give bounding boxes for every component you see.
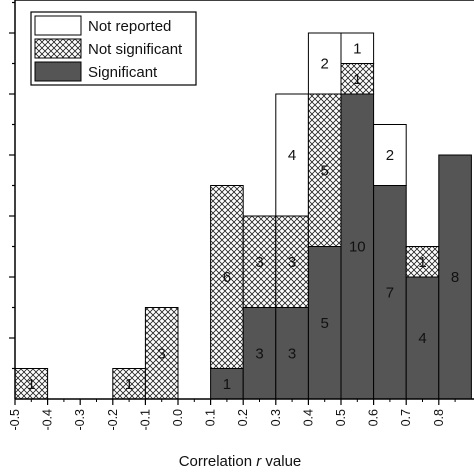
legend-label: Not reported (88, 18, 171, 35)
bar-segment-label: 3 (158, 345, 166, 362)
legend-label: Not significant (88, 41, 183, 58)
bar-segment-label: 2 (386, 147, 394, 164)
bar-segment-label: 1 (125, 376, 133, 393)
bar-segment-label: 5 (321, 315, 329, 332)
x-axis-title-pre: Correlation (179, 453, 257, 470)
bar-segment-not-significant (144, 307, 179, 400)
bar-segment-label: 3 (288, 345, 296, 362)
legend-swatch-not-significant (34, 38, 82, 59)
x-tick-label: -0.1 (138, 409, 152, 431)
x-axis-title-var: r (256, 453, 262, 470)
bar-segment-not-significant (242, 215, 277, 308)
bar-segment-label: 3 (255, 254, 263, 271)
bar-segment-label: 1 (353, 71, 361, 88)
bar-segment-label: 6 (223, 269, 231, 286)
axes-layer: -0.5 -0.4 -0.3 -0.2 -0.1 0.0 0.1 0.2 0.3 0.4 0.5 0.… (8, 0, 474, 431)
bar-segment-label: 3 (255, 345, 263, 362)
bar-segment-label: 4 (288, 147, 296, 164)
bar-segment-label: 10 (349, 239, 366, 256)
bar-segment-label: 1 (223, 376, 231, 393)
x-tick-label: -0.2 (106, 409, 120, 431)
bar-segment-not-reported (307, 32, 342, 95)
bar-segment-not-significant (275, 215, 309, 308)
bar-segment-label: 2 (321, 56, 329, 73)
legend: Not reported Not significant Significant (30, 11, 197, 86)
bars-layer: 1 1 3 1 6 3 3 3 3 4 5 5 2 10 1 1 7 2 4 1 8 (14, 32, 472, 400)
bar-segment-label: 8 (451, 269, 459, 286)
bar-segment-label: 1 (418, 254, 426, 271)
legend-swatch-significant (34, 61, 82, 82)
bar-segment-not-significant (307, 93, 342, 247)
bar-segment-label: 1 (353, 40, 361, 57)
x-axis-title-post: value (261, 453, 301, 470)
bar-segment-not-significant (112, 368, 146, 400)
bar-segment-label: 3 (288, 254, 296, 271)
x-tick-label: 0.0 (171, 409, 185, 426)
bar-segment-not-reported (373, 124, 407, 186)
bar-segment-label: 7 (386, 284, 394, 301)
x-axis-title: Correlation r value (179, 453, 302, 470)
x-tick-label: -0.5 (8, 409, 22, 431)
x-tick-label: 0.4 (301, 409, 315, 426)
bar-segment-label: 5 (321, 162, 329, 179)
x-tick-label: 0.5 (334, 409, 348, 426)
legend-label: Significant (88, 64, 158, 81)
bar-segment-not-reported (275, 93, 309, 217)
bar-segment-significant (438, 154, 472, 400)
x-tick-label: 0.6 (367, 409, 381, 426)
x-tick-label: 0.3 (269, 409, 283, 426)
legend-swatch-not-reported (34, 15, 82, 36)
bar-segment-significant (405, 276, 440, 400)
bar-segment-not-significant (210, 185, 244, 369)
bar-segment-not-significant (405, 246, 440, 278)
bar-segment-not-reported (340, 32, 375, 64)
bar-segment-not-significant (340, 63, 375, 95)
bar-segment-significant (275, 307, 309, 400)
bar-segment-significant (373, 185, 407, 400)
x-tick-label: 0.8 (432, 409, 446, 426)
x-tick-label: 0.7 (399, 409, 413, 426)
bar-segment-label: 4 (418, 330, 426, 347)
x-tick-label: 0.2 (236, 409, 250, 426)
bar-segment-label: 1 (27, 376, 35, 393)
x-tick-label: -0.4 (41, 409, 55, 431)
bar-segment-significant (242, 307, 277, 400)
x-tick-label: 0.1 (204, 409, 218, 426)
x-tick-label: -0.3 (73, 409, 87, 431)
